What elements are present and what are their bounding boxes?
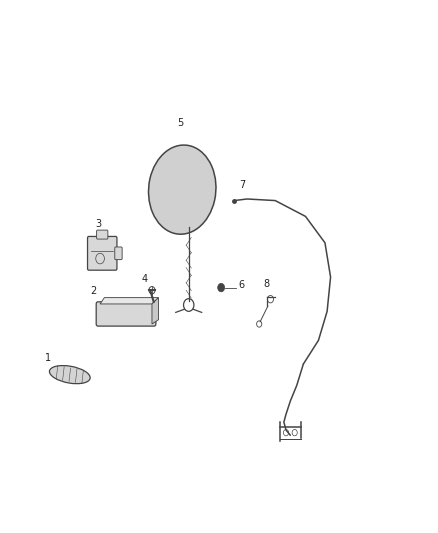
FancyBboxPatch shape [88, 237, 117, 270]
Circle shape [218, 284, 225, 292]
Text: 8: 8 [264, 279, 270, 289]
Ellipse shape [49, 366, 90, 384]
Text: 6: 6 [238, 280, 244, 290]
Text: 4: 4 [141, 274, 147, 284]
Text: 2: 2 [91, 286, 97, 296]
Polygon shape [100, 297, 159, 304]
Text: 7: 7 [240, 180, 246, 190]
Text: 1: 1 [45, 353, 51, 363]
Text: 5: 5 [177, 118, 183, 128]
Ellipse shape [148, 145, 216, 234]
FancyBboxPatch shape [115, 247, 122, 260]
FancyBboxPatch shape [97, 230, 108, 239]
Text: 3: 3 [95, 219, 101, 229]
FancyBboxPatch shape [96, 302, 156, 326]
Polygon shape [152, 297, 159, 324]
